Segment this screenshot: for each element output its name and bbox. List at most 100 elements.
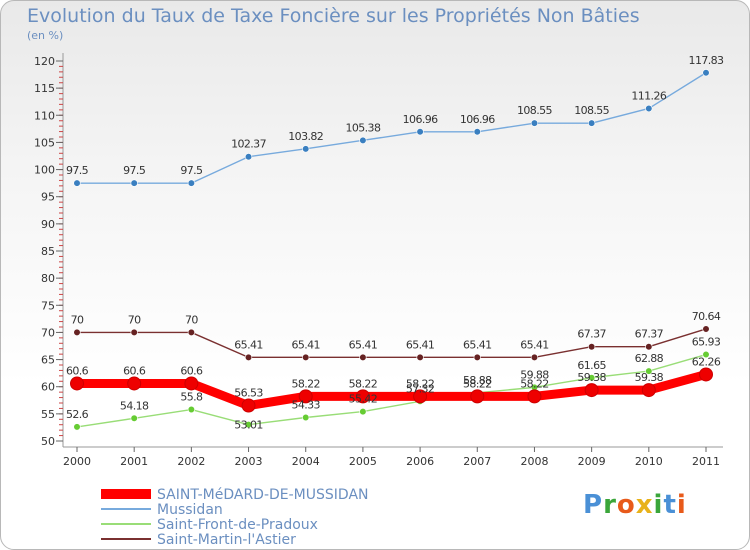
data-label: 106.96 bbox=[460, 113, 495, 126]
data-label: 59.38 bbox=[635, 371, 664, 384]
data-label: 70 bbox=[185, 313, 198, 326]
data-point bbox=[298, 389, 313, 404]
y-tick-label: 75 bbox=[41, 299, 55, 312]
proxiti-logo: Proxiti bbox=[583, 490, 687, 520]
data-label: 108.55 bbox=[574, 104, 609, 117]
data-label: 65.41 bbox=[291, 338, 320, 351]
data-label: 97.5 bbox=[180, 164, 203, 177]
data-point bbox=[645, 367, 653, 375]
data-point bbox=[473, 128, 481, 136]
data-label: 61.65 bbox=[577, 359, 606, 372]
data-point bbox=[73, 328, 81, 337]
data-point bbox=[355, 389, 370, 404]
legend-label: SAINT-MéDARD-DE-MUSSIDAN bbox=[157, 487, 369, 503]
data-point bbox=[588, 119, 596, 127]
data-label: 97.5 bbox=[123, 164, 146, 177]
data-point bbox=[187, 328, 195, 337]
data-label: 65.41 bbox=[463, 338, 492, 351]
data-label: 65.41 bbox=[234, 338, 263, 351]
data-point bbox=[241, 398, 256, 413]
y-tick-label: 70 bbox=[41, 326, 55, 339]
data-label: 53.01 bbox=[234, 419, 263, 432]
data-label: 65.41 bbox=[349, 338, 378, 351]
x-tick-label: 2006 bbox=[406, 455, 434, 468]
data-point bbox=[70, 376, 84, 391]
data-label: 60.6 bbox=[66, 364, 89, 377]
data-label: 103.82 bbox=[288, 130, 323, 143]
x-tick-label: 2009 bbox=[578, 455, 606, 468]
data-label: 97.5 bbox=[66, 164, 89, 177]
data-label: 58.22 bbox=[463, 377, 492, 390]
data-label: 62.26 bbox=[692, 355, 721, 368]
data-point bbox=[702, 325, 710, 333]
data-label: 67.37 bbox=[635, 328, 664, 341]
legend-label: Saint-Martin-l'Astier bbox=[157, 532, 296, 548]
x-tick-label: 2003 bbox=[235, 455, 263, 468]
y-tick-label: 60 bbox=[41, 381, 55, 394]
data-label: 111.26 bbox=[631, 89, 666, 102]
data-point bbox=[413, 389, 428, 404]
series-line bbox=[76, 328, 707, 359]
data-point bbox=[130, 179, 138, 187]
logo-letter: o bbox=[616, 490, 636, 520]
legend-label: Mussidan bbox=[157, 502, 223, 518]
logo-letter: P bbox=[583, 490, 604, 520]
y-tick-label: 85 bbox=[41, 245, 55, 258]
x-tick-label: 2008 bbox=[520, 455, 548, 468]
y-tick-label: 120 bbox=[34, 55, 55, 68]
data-point bbox=[699, 367, 713, 382]
y-tick-label: 110 bbox=[34, 109, 55, 122]
data-point bbox=[527, 389, 542, 404]
logo-letter: x bbox=[635, 490, 654, 520]
legend-label: Saint-Front-de-Pradoux bbox=[157, 517, 318, 533]
data-point bbox=[416, 353, 424, 361]
data-label: 102.37 bbox=[231, 138, 266, 151]
logo-letter: t bbox=[663, 490, 677, 520]
data-label: 67.37 bbox=[577, 328, 606, 341]
data-point bbox=[73, 179, 81, 187]
data-label: 58.88 bbox=[463, 374, 492, 387]
chart-unit: (en %) bbox=[27, 29, 64, 42]
data-point bbox=[702, 69, 710, 77]
data-point bbox=[73, 423, 81, 431]
data-label: 55.8 bbox=[180, 391, 203, 404]
data-label: 65.41 bbox=[520, 338, 549, 351]
data-label: 70 bbox=[128, 313, 141, 326]
data-label: 105.38 bbox=[345, 121, 380, 134]
x-tick-label: 2011 bbox=[692, 455, 720, 468]
data-point bbox=[130, 328, 138, 337]
data-label: 56.53 bbox=[234, 387, 263, 400]
data-point bbox=[645, 343, 653, 351]
data-point bbox=[359, 407, 367, 416]
data-point bbox=[359, 353, 367, 361]
data-label: 70.64 bbox=[692, 310, 721, 323]
y-tick-label: 65 bbox=[41, 354, 55, 367]
data-label: 62.88 bbox=[635, 352, 664, 365]
series-line bbox=[76, 72, 707, 184]
data-label: 52.6 bbox=[66, 408, 89, 421]
data-label: 58.22 bbox=[520, 377, 549, 390]
data-point bbox=[187, 179, 195, 187]
data-label: 54.18 bbox=[120, 399, 149, 412]
data-point bbox=[470, 389, 485, 404]
data-label: 59.88 bbox=[520, 368, 549, 381]
y-tick-label: 50 bbox=[41, 435, 55, 448]
logo-letter: i bbox=[676, 490, 687, 520]
data-point bbox=[302, 413, 310, 422]
data-point bbox=[184, 376, 199, 391]
data-point bbox=[702, 350, 710, 359]
data-label: 117.83 bbox=[689, 54, 724, 67]
y-tick-label: 55 bbox=[41, 408, 55, 421]
data-label: 57.32 bbox=[406, 382, 435, 395]
data-label: 65.41 bbox=[406, 338, 435, 351]
y-tick-label: 105 bbox=[34, 136, 55, 149]
y-tick-label: 95 bbox=[41, 191, 55, 204]
data-point bbox=[244, 421, 253, 429]
data-point bbox=[359, 136, 367, 144]
y-tick-label: 90 bbox=[41, 218, 55, 231]
x-tick-label: 2010 bbox=[635, 455, 663, 468]
x-tick-label: 2000 bbox=[63, 455, 91, 468]
logo-letter: r bbox=[603, 490, 617, 520]
